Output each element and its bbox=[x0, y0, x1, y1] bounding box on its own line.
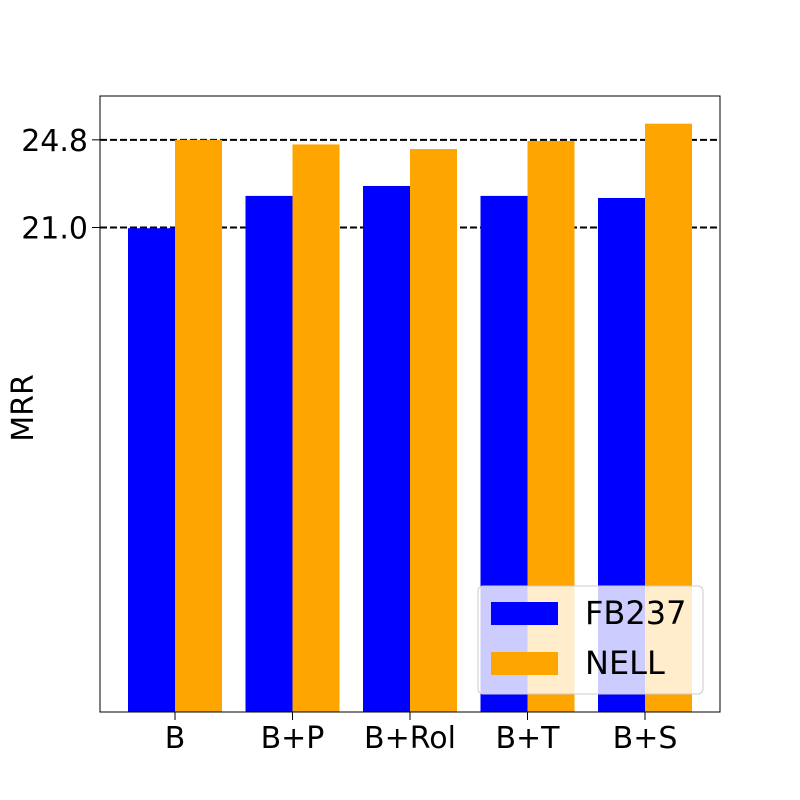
x-tick-label-2: B+Rol bbox=[364, 721, 456, 756]
legend-swatch-fb237 bbox=[491, 602, 558, 625]
bar-nell-1 bbox=[292, 144, 340, 712]
y-axis-label: MRR bbox=[6, 374, 41, 442]
x-tick-label-4: B+S bbox=[613, 721, 678, 756]
bar-fb237-1 bbox=[245, 195, 293, 712]
bar-fb237-0 bbox=[128, 228, 175, 712]
y-tick-label-1: 24.8 bbox=[21, 124, 88, 159]
y-tick-label-0: 21.0 bbox=[21, 212, 88, 247]
y-axis-ticks: 21.0 24.8 bbox=[21, 124, 100, 247]
x-tick-label-0: B bbox=[165, 721, 186, 756]
bar-fb237-2 bbox=[363, 185, 410, 712]
x-tick-label-1: B+P bbox=[261, 721, 325, 756]
bar-nell-2 bbox=[410, 149, 457, 713]
legend: FB237 NELL bbox=[477, 585, 704, 695]
legend-label-fb237: FB237 bbox=[585, 594, 686, 632]
x-tick-label-3: B+T bbox=[495, 721, 560, 756]
x-axis-ticks: B B+P B+Rol B+T B+S bbox=[165, 712, 678, 756]
bar-nell-0 bbox=[175, 139, 222, 712]
legend-label-nell: NELL bbox=[585, 644, 665, 682]
legend-swatch-nell bbox=[491, 652, 558, 675]
